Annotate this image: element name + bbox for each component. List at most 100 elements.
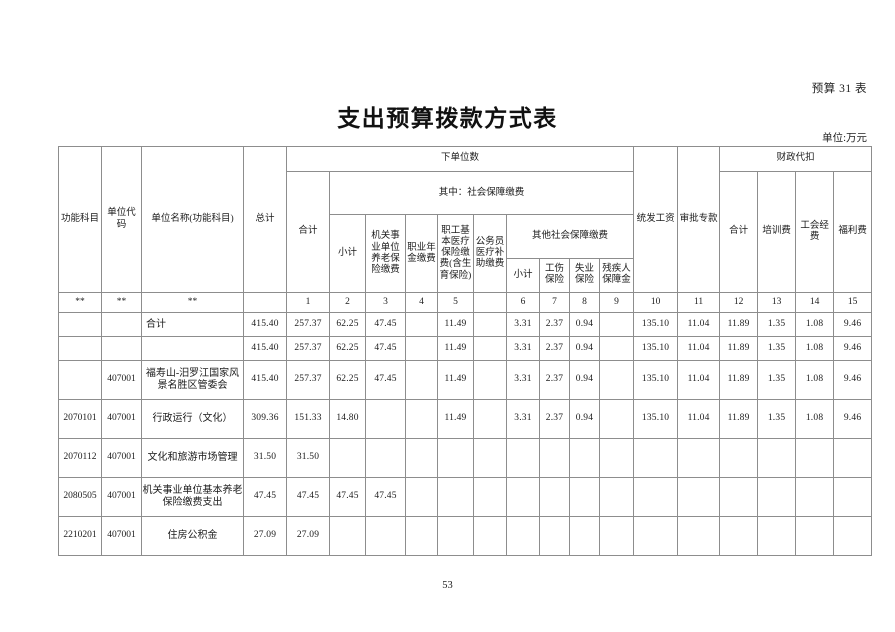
cell-value: 151.33 [286, 399, 330, 439]
column-number: ** [58, 292, 102, 313]
cell-value [757, 477, 797, 517]
cell-function-subject [58, 336, 102, 361]
cell-value: 3.31 [506, 312, 540, 337]
cell-value: 47.45 [286, 477, 330, 517]
cell-value: 0.94 [569, 399, 600, 439]
cell-value [405, 399, 438, 439]
cell-value: 0.94 [569, 336, 600, 361]
cell-value: 135.10 [633, 399, 679, 439]
cell-value [437, 438, 474, 478]
cell-value [598, 399, 635, 439]
cell-value: 62.25 [329, 312, 366, 337]
table-row[interactable]: 2080505 407001 机关事业单位基本养老保险缴费支出 47.45 47.45 4… [58, 477, 873, 517]
column-number: 1 [286, 292, 330, 313]
col-header-medical-insurance: 职工基本医疗保险缴费(含生育保险) [437, 214, 474, 293]
col-header-unit-name: 单位名称(功能科目) [141, 146, 244, 293]
cell-value: 1.35 [757, 336, 797, 361]
cell-value [569, 477, 600, 517]
col-header-grand-total: 总计 [243, 146, 287, 293]
column-number: 3 [365, 292, 406, 313]
unit-note: 单位:万元 [822, 133, 867, 144]
cell-value [833, 477, 873, 517]
col-header-other-subtotal: 小计 [506, 257, 540, 294]
column-number: 8 [569, 292, 600, 313]
cell-value: 2.37 [539, 312, 570, 337]
column-number-row: ** ** ** 1 2 3 4 5 6 7 8 9 10 11 12 [58, 292, 873, 313]
col-header-function-subject: 功能科目 [58, 146, 102, 293]
cell-function-subject: 2070112 [58, 438, 102, 478]
cell-value [598, 360, 635, 400]
cell-value [833, 516, 873, 556]
cell-value [405, 477, 438, 517]
cell-value: 9.46 [833, 312, 873, 337]
cell-value [633, 477, 679, 517]
cell-value: 47.45 [243, 477, 287, 517]
col-header-training-fee: 培训费 [757, 171, 797, 293]
cell-value [437, 477, 474, 517]
cell-value [506, 438, 540, 478]
cell-value: 47.45 [365, 312, 406, 337]
cell-value: 62.25 [329, 360, 366, 400]
table-row[interactable]: 2210201 407001 住房公积金 27.09 27.09 [58, 516, 873, 556]
cell-value [473, 516, 507, 556]
cell-value [833, 438, 873, 478]
column-number: 7 [539, 292, 570, 313]
cell-value [598, 477, 635, 517]
cell-unit-name: 机关事业单位基本养老保险缴费支出 [141, 477, 244, 517]
col-header-unemployment: 失业保险 [569, 257, 600, 294]
cell-value: 1.08 [795, 399, 835, 439]
table-row[interactable]: 合计 415.40 257.37 62.25 47.45 11.49 3.31 2.37 0.9… [58, 312, 873, 337]
cell-value: 11.49 [437, 312, 474, 337]
cell-value: 11.04 [677, 399, 721, 439]
cell-value: 2.37 [539, 399, 570, 439]
cell-value: 11.49 [437, 399, 474, 439]
cell-value: 27.09 [286, 516, 330, 556]
cell-value [719, 477, 759, 517]
cell-value: 9.46 [833, 399, 873, 439]
cell-value [329, 516, 366, 556]
table-row[interactable]: 407001 福寿山-汨罗江国家风景名胜区管委会 415.40 257.37 62.25… [58, 360, 873, 400]
cell-unit-name: 文化和旅游市场管理 [141, 438, 244, 478]
cell-value: 11.49 [437, 336, 474, 361]
cell-value: 135.10 [633, 336, 679, 361]
column-number: ** [141, 292, 244, 313]
cell-value [539, 438, 570, 478]
cell-value [473, 477, 507, 517]
cell-unit-name: 住房公积金 [141, 516, 244, 556]
cell-value: 11.04 [677, 336, 721, 361]
col-header-approved-special: 审批专款 [677, 146, 721, 293]
cell-value [365, 438, 406, 478]
table-row[interactable]: 2070112 407001 文化和旅游市场管理 31.50 31.50 [58, 438, 873, 478]
column-number: 11 [677, 292, 721, 313]
cell-value [598, 516, 635, 556]
cell-unit-code: 407001 [101, 399, 142, 439]
cell-unit-code [101, 336, 142, 361]
cell-value [757, 516, 797, 556]
cell-function-subject: 2210201 [58, 516, 102, 556]
cell-value: 0.94 [569, 360, 600, 400]
cell-value: 11.89 [719, 312, 759, 337]
table-row[interactable]: 415.40 257.37 62.25 47.45 11.49 3.31 2.37 0.94 1… [58, 336, 873, 361]
col-header-disability-fund: 残疾人保障金 [598, 257, 635, 294]
cell-function-subject: 2080505 [58, 477, 102, 517]
column-number: 12 [719, 292, 759, 313]
cell-function-subject: 2070101 [58, 399, 102, 439]
cell-value: 3.31 [506, 360, 540, 400]
cell-value: 11.49 [437, 360, 474, 400]
cell-value [405, 516, 438, 556]
cell-unit-code: 407001 [101, 438, 142, 478]
cell-value: 11.04 [677, 312, 721, 337]
cell-value [677, 516, 721, 556]
cell-unit-name: 行政运行（文化） [141, 399, 244, 439]
table-row[interactable]: 2070101 407001 行政运行（文化） 309.36 151.33 14.80 11… [58, 399, 873, 439]
cell-value [598, 312, 635, 337]
cell-value: 11.04 [677, 360, 721, 400]
cell-unit-code: 407001 [101, 477, 142, 517]
cell-value [757, 438, 797, 478]
cell-value [569, 438, 600, 478]
column-number: 15 [833, 292, 873, 313]
cell-value: 415.40 [243, 312, 287, 337]
cell-value: 1.08 [795, 312, 835, 337]
cell-value: 47.45 [365, 336, 406, 361]
